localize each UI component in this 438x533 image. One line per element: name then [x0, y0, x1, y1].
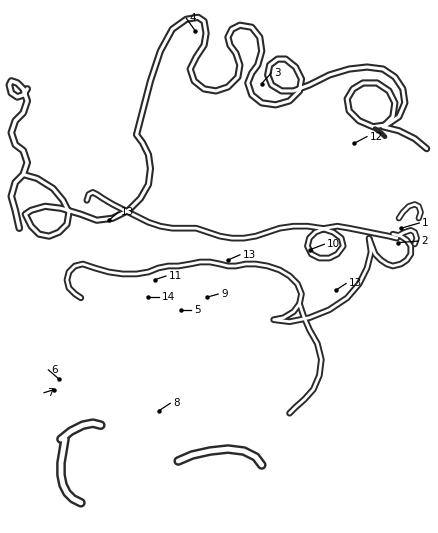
Text: 13: 13	[243, 250, 256, 260]
Text: 13: 13	[121, 207, 134, 217]
Text: 12: 12	[370, 132, 383, 142]
Text: 10: 10	[327, 239, 340, 249]
Text: 4: 4	[189, 13, 196, 23]
Text: 8: 8	[173, 398, 180, 408]
Text: 3: 3	[274, 68, 281, 78]
Text: 2: 2	[421, 236, 428, 246]
Text: 6: 6	[51, 365, 58, 375]
Text: 5: 5	[194, 305, 200, 315]
Text: 14: 14	[162, 292, 175, 302]
Text: 9: 9	[221, 289, 228, 299]
Text: 11: 11	[169, 271, 182, 281]
Text: 1: 1	[422, 218, 429, 228]
Text: 13: 13	[349, 278, 362, 288]
Text: 7: 7	[47, 387, 53, 398]
